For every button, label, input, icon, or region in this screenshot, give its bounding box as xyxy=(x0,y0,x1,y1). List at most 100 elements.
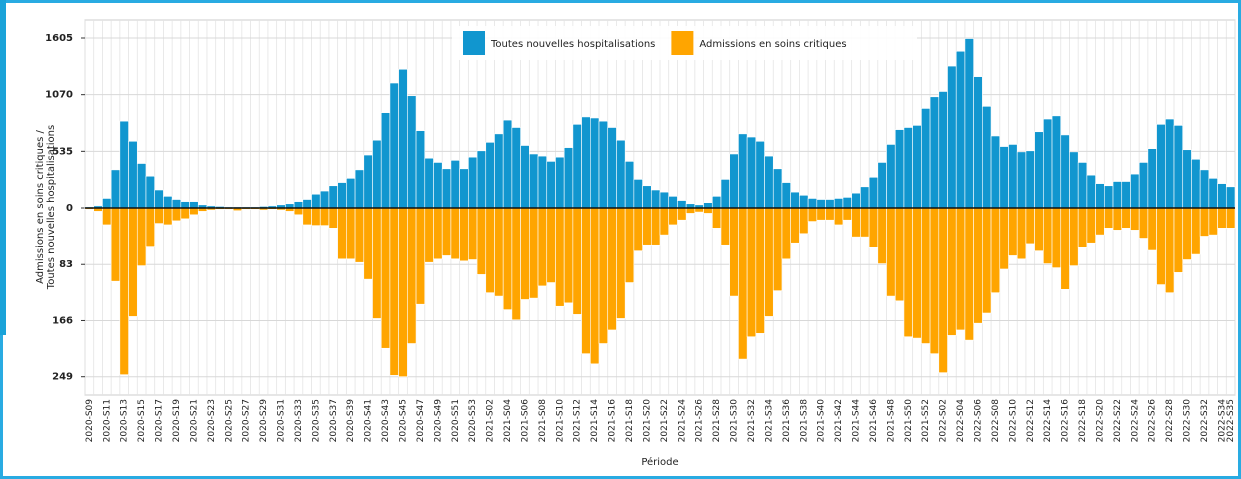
bar xyxy=(616,139,626,209)
bar xyxy=(1173,207,1184,273)
bar xyxy=(1051,207,1062,268)
bar xyxy=(581,207,591,354)
bar xyxy=(851,207,861,238)
bar xyxy=(973,76,983,209)
bar xyxy=(136,207,147,266)
x-tick-label: 2020-S13 xyxy=(120,399,130,442)
bar xyxy=(921,108,931,209)
x-tick-label: 2021-S04 xyxy=(503,399,513,443)
bar xyxy=(450,160,460,209)
bar xyxy=(354,207,365,263)
bar xyxy=(171,207,182,222)
bar xyxy=(1086,174,1096,209)
bar xyxy=(415,207,426,305)
bar xyxy=(502,119,513,209)
bar xyxy=(781,182,791,209)
bar xyxy=(328,185,338,209)
x-tick-label: 2020-S27 xyxy=(242,399,252,442)
x-tick-label: 2021-S40 xyxy=(817,399,827,443)
bar xyxy=(459,207,469,262)
bar xyxy=(955,207,966,331)
bar xyxy=(293,207,304,216)
bar xyxy=(1165,207,1175,293)
bar xyxy=(363,154,373,209)
bar xyxy=(424,157,434,209)
bar xyxy=(1138,207,1149,239)
bar xyxy=(772,168,783,209)
bar xyxy=(799,194,809,209)
bar xyxy=(1051,115,1062,209)
bar xyxy=(1199,169,1210,209)
x-tick-label: 2021-S22 xyxy=(660,399,670,442)
bar xyxy=(154,207,164,224)
bar xyxy=(799,207,809,235)
x-axis-label: Période xyxy=(641,456,678,468)
bar xyxy=(842,207,852,221)
bar xyxy=(1156,207,1166,285)
bar xyxy=(433,207,443,260)
x-tick-label: 2022-S22 xyxy=(1113,399,1123,442)
bar xyxy=(1217,207,1227,229)
x-tick-label: 2022-S02 xyxy=(939,399,949,442)
bar xyxy=(764,207,774,317)
bar xyxy=(354,169,365,209)
x-tick-label: 2020-S37 xyxy=(329,399,339,442)
x-tick-label: 2020-S33 xyxy=(294,399,304,442)
bar xyxy=(380,207,391,349)
bar xyxy=(1104,207,1114,229)
bar xyxy=(520,145,530,209)
x-tick-label: 2021-S12 xyxy=(573,399,583,442)
bar xyxy=(729,153,739,209)
bar xyxy=(807,207,818,222)
bar xyxy=(1121,207,1131,229)
bar xyxy=(590,117,600,209)
bar xyxy=(912,125,922,209)
bar xyxy=(781,207,791,260)
bar xyxy=(433,162,443,209)
bar xyxy=(180,201,190,209)
x-tick-label: 2020-S15 xyxy=(137,399,147,442)
bar xyxy=(624,161,635,209)
bar xyxy=(555,207,565,307)
bar xyxy=(476,150,487,209)
bar xyxy=(494,207,504,297)
x-tick-label: 2021-S08 xyxy=(538,399,548,443)
x-tick-label: 2021-S34 xyxy=(764,399,774,443)
x-tick-label: 2021-S30 xyxy=(730,399,740,443)
bar xyxy=(921,207,931,344)
bar xyxy=(1025,150,1035,209)
bar xyxy=(807,198,818,209)
bar xyxy=(598,120,609,209)
bar xyxy=(1095,207,1105,236)
x-tick-label: 2020-S47 xyxy=(416,399,426,442)
bar xyxy=(973,207,983,324)
bar xyxy=(825,207,835,221)
bar xyxy=(1208,178,1218,209)
x-tick-label: 2021-S10 xyxy=(555,399,565,443)
bar xyxy=(703,207,713,214)
bar xyxy=(929,207,940,354)
bar xyxy=(738,207,748,360)
bar xyxy=(555,156,565,209)
x-tick-label: 2022-S30 xyxy=(1183,399,1193,443)
bar xyxy=(1112,207,1123,231)
bar xyxy=(868,207,879,248)
bar xyxy=(677,207,687,221)
bar xyxy=(180,207,190,220)
bar xyxy=(110,207,121,282)
bar xyxy=(485,207,495,293)
bar xyxy=(964,207,974,341)
bar xyxy=(511,207,521,321)
bar xyxy=(1225,186,1236,209)
bar xyxy=(668,207,678,226)
bar xyxy=(1069,207,1079,266)
bar xyxy=(163,207,173,226)
bar xyxy=(816,199,826,209)
bar xyxy=(302,207,312,226)
bar xyxy=(537,207,548,287)
x-tick-label: 2020-S29 xyxy=(259,399,269,443)
bar xyxy=(755,207,765,334)
bar xyxy=(1130,207,1140,231)
bar xyxy=(685,207,696,214)
x-tick-label: 2021-S26 xyxy=(695,399,705,443)
